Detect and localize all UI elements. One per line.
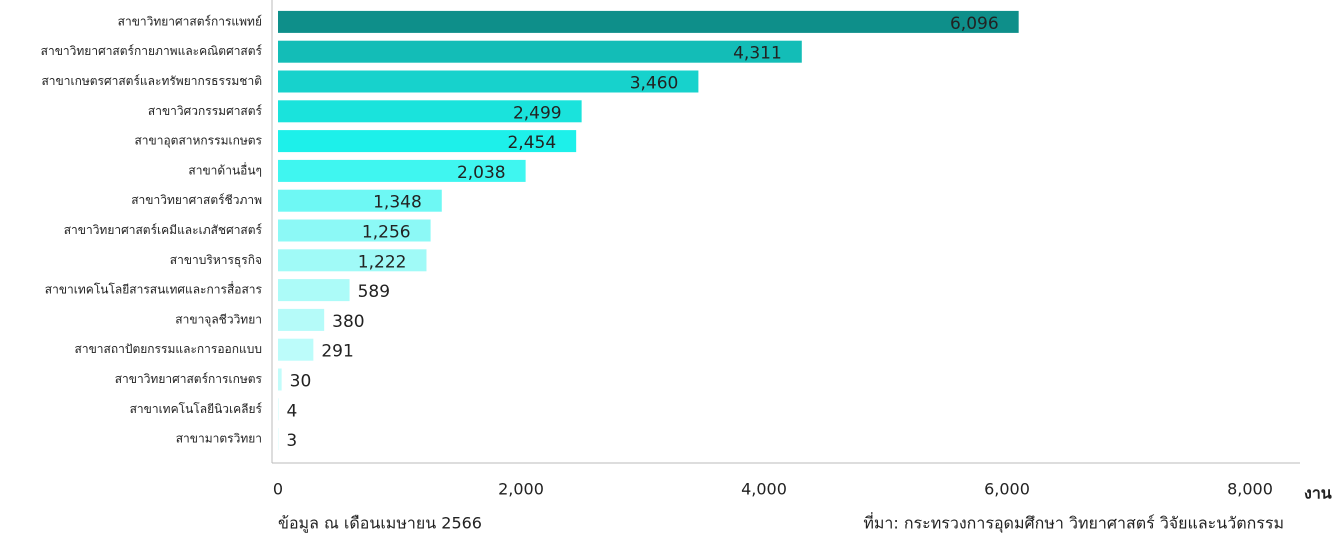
value-label: 30 <box>290 372 312 392</box>
y-tick-label: สาขาวิทยาศาสตร์เคมีและเภสัชศาสตร์ <box>64 223 263 237</box>
bar <box>278 41 802 63</box>
x-tick-label: 4,000 <box>741 480 787 499</box>
y-tick-label: สาขาบริหารธุรกิจ <box>170 253 262 268</box>
bar <box>278 279 350 301</box>
value-label: 589 <box>358 282 390 302</box>
value-label: 3,460 <box>630 74 679 94</box>
bar <box>278 11 1019 33</box>
value-label: 1,222 <box>358 252 407 272</box>
value-label: 1,256 <box>362 223 411 243</box>
value-label: 6,096 <box>950 14 999 34</box>
source: ที่มา: กระทรวงการอุดมศึกษา วิทยาศาสตร์ ว… <box>863 512 1284 534</box>
y-tick-label: สาขาวิทยาศาสตร์การแพทย์ <box>118 14 262 28</box>
y-tick-label: สาขาวิทยาศาสตร์ชีวภาพ <box>131 193 262 207</box>
y-tick-label: สาขาด้านอื่นๆ <box>188 161 262 177</box>
y-tick-label: สาขาสถาปัตยกรรมและการออกแบบ <box>75 342 262 356</box>
y-tick-label: สาขาวิทยาศาสตร์กายภาพและคณิตศาสตร์ <box>41 44 263 58</box>
bar <box>278 309 324 331</box>
y-tick-label: สาขาวิศวกรรมศาสตร์ <box>148 104 263 118</box>
x-tick-label: 8,000 <box>1227 480 1273 499</box>
value-label: 2,454 <box>507 133 556 153</box>
y-tick-label: สาขาอุตสาหกรรมเกษตร <box>134 134 262 149</box>
value-label: 4,311 <box>733 44 782 64</box>
note: ข้อมูล ณ เดือนเมษายน 2566 <box>278 514 482 534</box>
y-tick-label: สาขาเทคโนโลยีนิวเคลียร์ <box>130 402 263 416</box>
y-tick-label: สาขาเทคโนโลยีสารสนเทศและการสื่อสาร <box>45 281 263 297</box>
y-tick-label: สาขาจุลชีววิทยา <box>175 312 262 327</box>
value-label: 1,348 <box>373 193 422 213</box>
x-tick-label: 6,000 <box>984 480 1030 499</box>
bar <box>278 369 282 391</box>
bar <box>278 339 313 361</box>
value-label: 2,499 <box>513 103 562 123</box>
y-tick-label: สาขาเกษตรศาสตร์และทรัพยากรธรรมชาติ <box>41 74 262 88</box>
value-label: 3 <box>286 431 297 451</box>
x-axis-label: งาน <box>1304 484 1332 503</box>
y-tick-label: สาขาวิทยาศาสตร์การเกษตร <box>115 372 263 386</box>
x-tick-label: 2,000 <box>498 480 544 499</box>
value-label: 380 <box>332 312 364 332</box>
value-label: 2,038 <box>457 163 506 183</box>
value-label: 4 <box>286 401 297 421</box>
x-tick-label: 0 <box>273 480 283 499</box>
y-tick-label: สาขามาตรวิทยา <box>176 432 262 446</box>
value-label: 291 <box>321 342 353 362</box>
